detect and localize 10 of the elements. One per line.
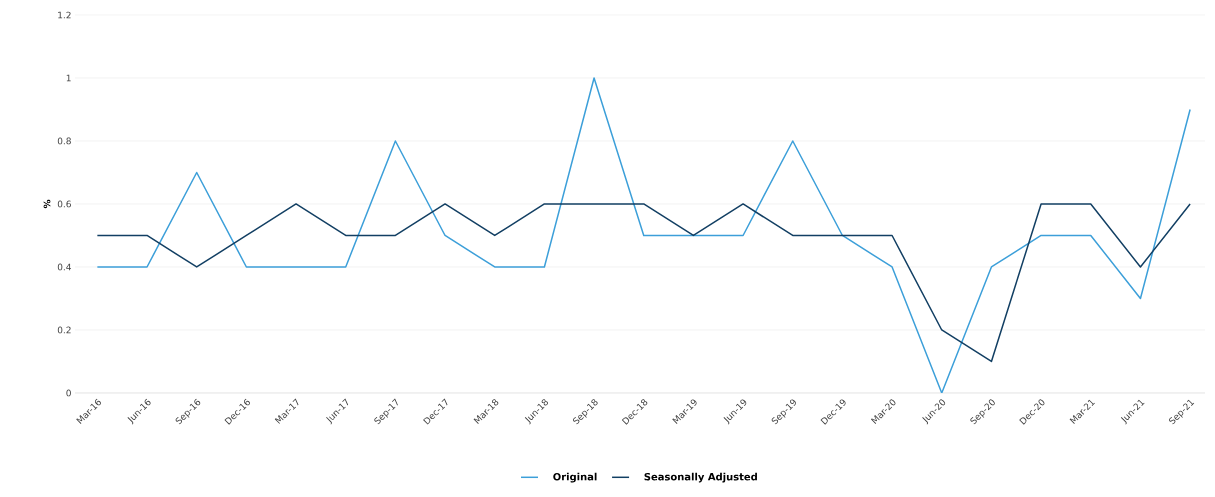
y-tick-label: 0.2	[57, 326, 71, 334]
y-tick-label: 1	[66, 74, 71, 82]
legend-label: Original	[553, 472, 597, 483]
y-axis-title: %	[43, 199, 51, 209]
y-tick-label: 1.2	[58, 11, 71, 19]
y-tick-label: 0.8	[57, 137, 71, 145]
legend-label: Seasonally Adjusted	[644, 472, 757, 483]
y-tick-label: 0	[66, 389, 71, 397]
y-tick-label: 0.6	[57, 200, 71, 208]
y-tick-label: 0.4	[57, 263, 71, 271]
